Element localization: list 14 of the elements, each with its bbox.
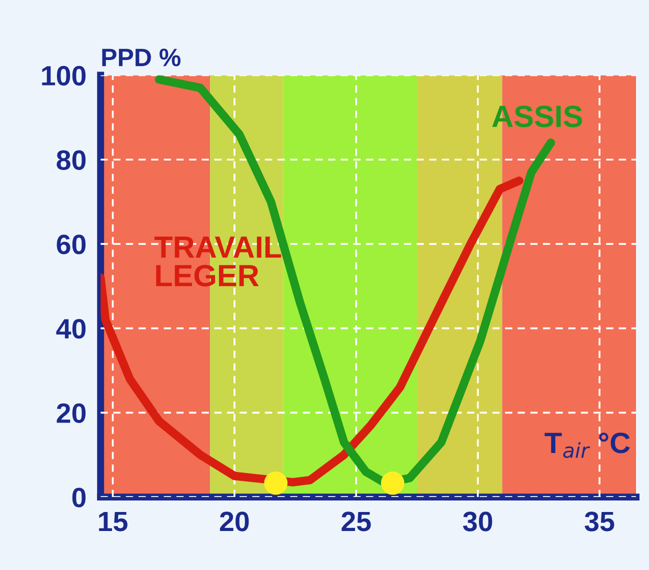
x-tick-label: 30 bbox=[463, 512, 492, 532]
x-tick-label: 20 bbox=[220, 512, 249, 532]
y-tick-label: 0 bbox=[72, 488, 86, 508]
y-tick-label: 100 bbox=[42, 66, 86, 86]
y-tick-label: 60 bbox=[56, 234, 86, 254]
y-axis-title: PPD % bbox=[102, 48, 181, 66]
x-tick-label: 35 bbox=[584, 512, 614, 532]
x-tick-label: 25 bbox=[342, 512, 371, 532]
series-label: ASSIS bbox=[492, 106, 582, 128]
x-tick-label: 15 bbox=[99, 512, 128, 532]
y-tick-label: 20 bbox=[56, 403, 86, 424]
x-axis-title: T$_{air}$ °C bbox=[544, 432, 630, 458]
y-tick-label: 40 bbox=[56, 318, 86, 339]
y-tick-label: 80 bbox=[56, 150, 86, 170]
